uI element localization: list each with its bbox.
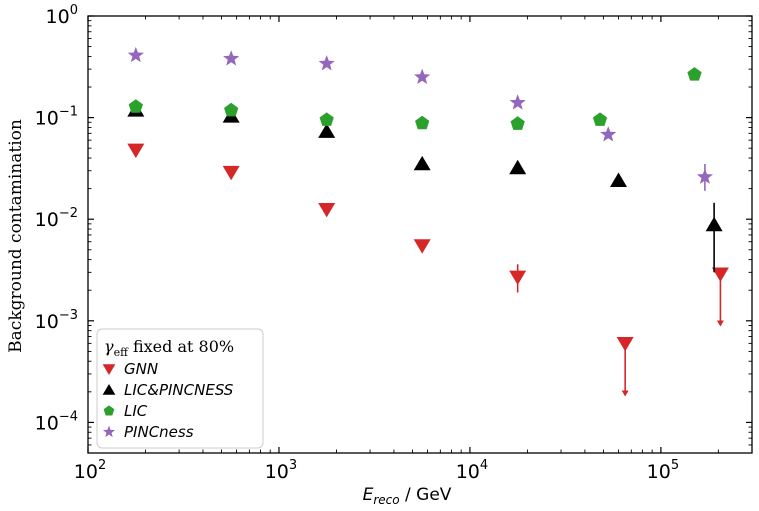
- legend-label: LIC: [124, 402, 148, 420]
- x-axis-label-subscript: reco: [373, 493, 399, 507]
- data-point: [610, 172, 628, 187]
- legend-title-subscript: eff: [114, 346, 130, 359]
- legend-label: LIC&PINCNESS: [124, 381, 234, 399]
- data-point: [223, 50, 240, 66]
- data-point: [592, 112, 608, 126]
- data-point: [509, 94, 526, 110]
- legend-title-symbol: γ: [104, 337, 114, 356]
- data-point: [318, 123, 336, 138]
- data-point: [696, 168, 713, 184]
- legend-label: PINCness: [124, 423, 194, 441]
- y-tick-label: 10−1: [35, 105, 78, 130]
- upper-limit-arrow-head: [716, 320, 724, 327]
- series-gnn: [127, 143, 729, 397]
- legend-title: γeff fixed at 80%: [104, 337, 234, 359]
- data-point: [127, 143, 145, 159]
- x-tick-label: 104: [456, 458, 488, 483]
- data-point: [414, 68, 431, 85]
- data-point: [222, 165, 240, 181]
- data-point: [318, 202, 336, 218]
- data-point: [413, 239, 431, 254]
- data-point: [616, 336, 634, 352]
- data-point: [509, 270, 527, 286]
- legend-marker: [103, 405, 115, 416]
- legend-label: GNN: [124, 360, 158, 378]
- data-point: [128, 99, 143, 113]
- data-point: [600, 126, 617, 142]
- y-tick-label: 10−3: [35, 308, 78, 333]
- data-point: [224, 102, 239, 117]
- legend: γeff fixed at 80% GNN LIC&PINCNESS LIC PINC…: [96, 328, 264, 449]
- series-pincness: [127, 46, 713, 191]
- data-point: [127, 46, 144, 63]
- data-point: [318, 55, 335, 71]
- series-lic: [128, 67, 702, 130]
- x-tick-label: 105: [647, 458, 679, 483]
- data-point: [510, 116, 525, 130]
- data-point: [509, 159, 527, 175]
- data-point: [711, 267, 729, 282]
- plot-area: [127, 46, 729, 397]
- y-axis-label: Background contamination: [6, 119, 26, 353]
- legend-entries: GNN LIC&PINCNESS LIC PINCness: [102, 360, 234, 441]
- data-point: [705, 216, 723, 232]
- data-point: [413, 155, 431, 171]
- legend-title-text: fixed at 80%: [128, 337, 234, 356]
- x-axis-label: Ereco / GeV: [363, 485, 452, 507]
- legend-marker: [102, 364, 116, 376]
- x-axis-label-symbol: E: [363, 485, 374, 505]
- x-tick-label: 103: [265, 458, 297, 483]
- legend-marker: [102, 425, 116, 438]
- data-point: [415, 115, 430, 130]
- legend-marker: [102, 383, 116, 395]
- axes: 100 10−1 10−2 10−3 10−4 102 103 104 105: [35, 3, 753, 483]
- y-tick-label: 100: [46, 3, 78, 28]
- y-tick-label: 10−2: [35, 206, 78, 231]
- legend-frame: [96, 328, 264, 449]
- y-tick-label: 10−4: [35, 409, 78, 434]
- data-point: [687, 67, 702, 81]
- data-point: [319, 112, 334, 126]
- upper-limit-arrow-head: [621, 390, 629, 397]
- x-tick-label: 102: [74, 458, 106, 483]
- x-axis-label-unit: / GeV: [400, 485, 452, 505]
